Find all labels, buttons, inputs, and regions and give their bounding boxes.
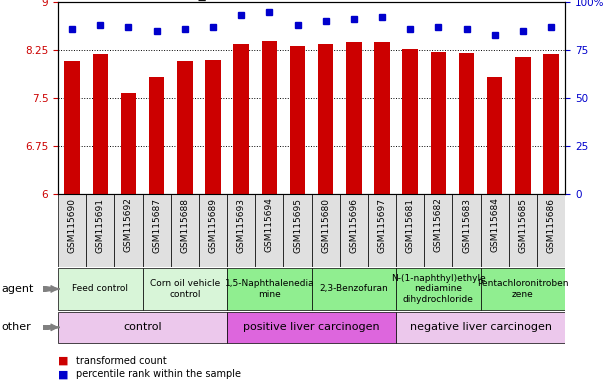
Bar — [537, 194, 565, 267]
Bar — [431, 53, 446, 194]
Bar — [340, 194, 368, 267]
Text: 1,5-Naphthalenedia
mine: 1,5-Naphthalenedia mine — [224, 279, 314, 299]
Bar — [86, 194, 114, 267]
Text: Pentachloronitroben
zene: Pentachloronitroben zene — [477, 279, 569, 299]
Text: Corn oil vehicle
control: Corn oil vehicle control — [150, 279, 220, 299]
Bar — [92, 54, 108, 194]
Bar — [346, 42, 362, 194]
Text: control: control — [123, 322, 162, 333]
Bar — [487, 77, 502, 194]
Text: GSM115680: GSM115680 — [321, 198, 330, 253]
Bar — [318, 43, 334, 194]
Bar — [114, 194, 142, 267]
Bar — [227, 312, 396, 343]
Text: GSM115694: GSM115694 — [265, 198, 274, 252]
Bar — [312, 194, 340, 267]
Polygon shape — [43, 325, 60, 330]
Text: transformed count: transformed count — [76, 356, 167, 366]
Bar — [142, 194, 170, 267]
Text: agent: agent — [1, 284, 34, 294]
Polygon shape — [43, 286, 60, 292]
Text: 2,3-Benzofuran: 2,3-Benzofuran — [320, 285, 388, 293]
Bar — [262, 41, 277, 194]
Text: GSM115688: GSM115688 — [180, 198, 189, 253]
Text: GSM115695: GSM115695 — [293, 198, 302, 253]
Text: negative liver carcinogen: negative liver carcinogen — [409, 322, 552, 333]
Bar — [255, 194, 284, 267]
Bar — [58, 194, 86, 267]
Bar — [453, 194, 481, 267]
Bar — [396, 194, 424, 267]
Bar — [121, 93, 136, 194]
Text: GSM115691: GSM115691 — [96, 198, 105, 253]
Text: Feed control: Feed control — [72, 285, 128, 293]
Text: GSM115697: GSM115697 — [378, 198, 387, 253]
Bar — [284, 194, 312, 267]
Bar — [233, 43, 249, 194]
Text: GSM115684: GSM115684 — [490, 198, 499, 252]
Text: ■: ■ — [58, 356, 68, 366]
Bar — [227, 268, 312, 310]
Text: GSM115692: GSM115692 — [124, 198, 133, 252]
Text: GSM115696: GSM115696 — [349, 198, 359, 253]
Text: GDS2497 / 1416665_at: GDS2497 / 1416665_at — [58, 0, 220, 1]
Text: GSM115690: GSM115690 — [68, 198, 76, 253]
Text: GSM115682: GSM115682 — [434, 198, 443, 252]
Bar — [170, 194, 199, 267]
Text: GSM115683: GSM115683 — [462, 198, 471, 253]
Bar — [424, 194, 453, 267]
Bar — [205, 60, 221, 194]
Bar — [396, 268, 481, 310]
Text: N-(1-naphthyl)ethyle
nediamine
dihydrochloride: N-(1-naphthyl)ethyle nediamine dihydroch… — [391, 274, 486, 304]
Bar — [177, 61, 192, 194]
Bar — [396, 312, 565, 343]
Bar — [227, 194, 255, 267]
Bar — [375, 41, 390, 194]
Text: positive liver carcinogen: positive liver carcinogen — [243, 322, 380, 333]
Text: GSM115686: GSM115686 — [547, 198, 555, 253]
Text: percentile rank within the sample: percentile rank within the sample — [76, 369, 241, 379]
Bar — [142, 268, 227, 310]
Bar — [459, 53, 474, 194]
Bar — [149, 78, 164, 194]
Text: GSM115687: GSM115687 — [152, 198, 161, 253]
Bar — [515, 57, 531, 194]
Text: GSM115689: GSM115689 — [208, 198, 218, 253]
Bar — [509, 194, 537, 267]
Bar — [58, 268, 142, 310]
Bar — [403, 49, 418, 194]
Bar — [58, 312, 227, 343]
Bar — [64, 61, 80, 194]
Text: GSM115693: GSM115693 — [236, 198, 246, 253]
Text: GSM115681: GSM115681 — [406, 198, 415, 253]
Bar — [481, 194, 509, 267]
Text: ■: ■ — [58, 369, 68, 379]
Bar — [312, 268, 396, 310]
Text: other: other — [1, 322, 31, 333]
Bar — [290, 46, 306, 194]
Bar — [543, 55, 559, 194]
Bar — [368, 194, 396, 267]
Bar — [481, 268, 565, 310]
Bar — [199, 194, 227, 267]
Text: GSM115685: GSM115685 — [518, 198, 527, 253]
